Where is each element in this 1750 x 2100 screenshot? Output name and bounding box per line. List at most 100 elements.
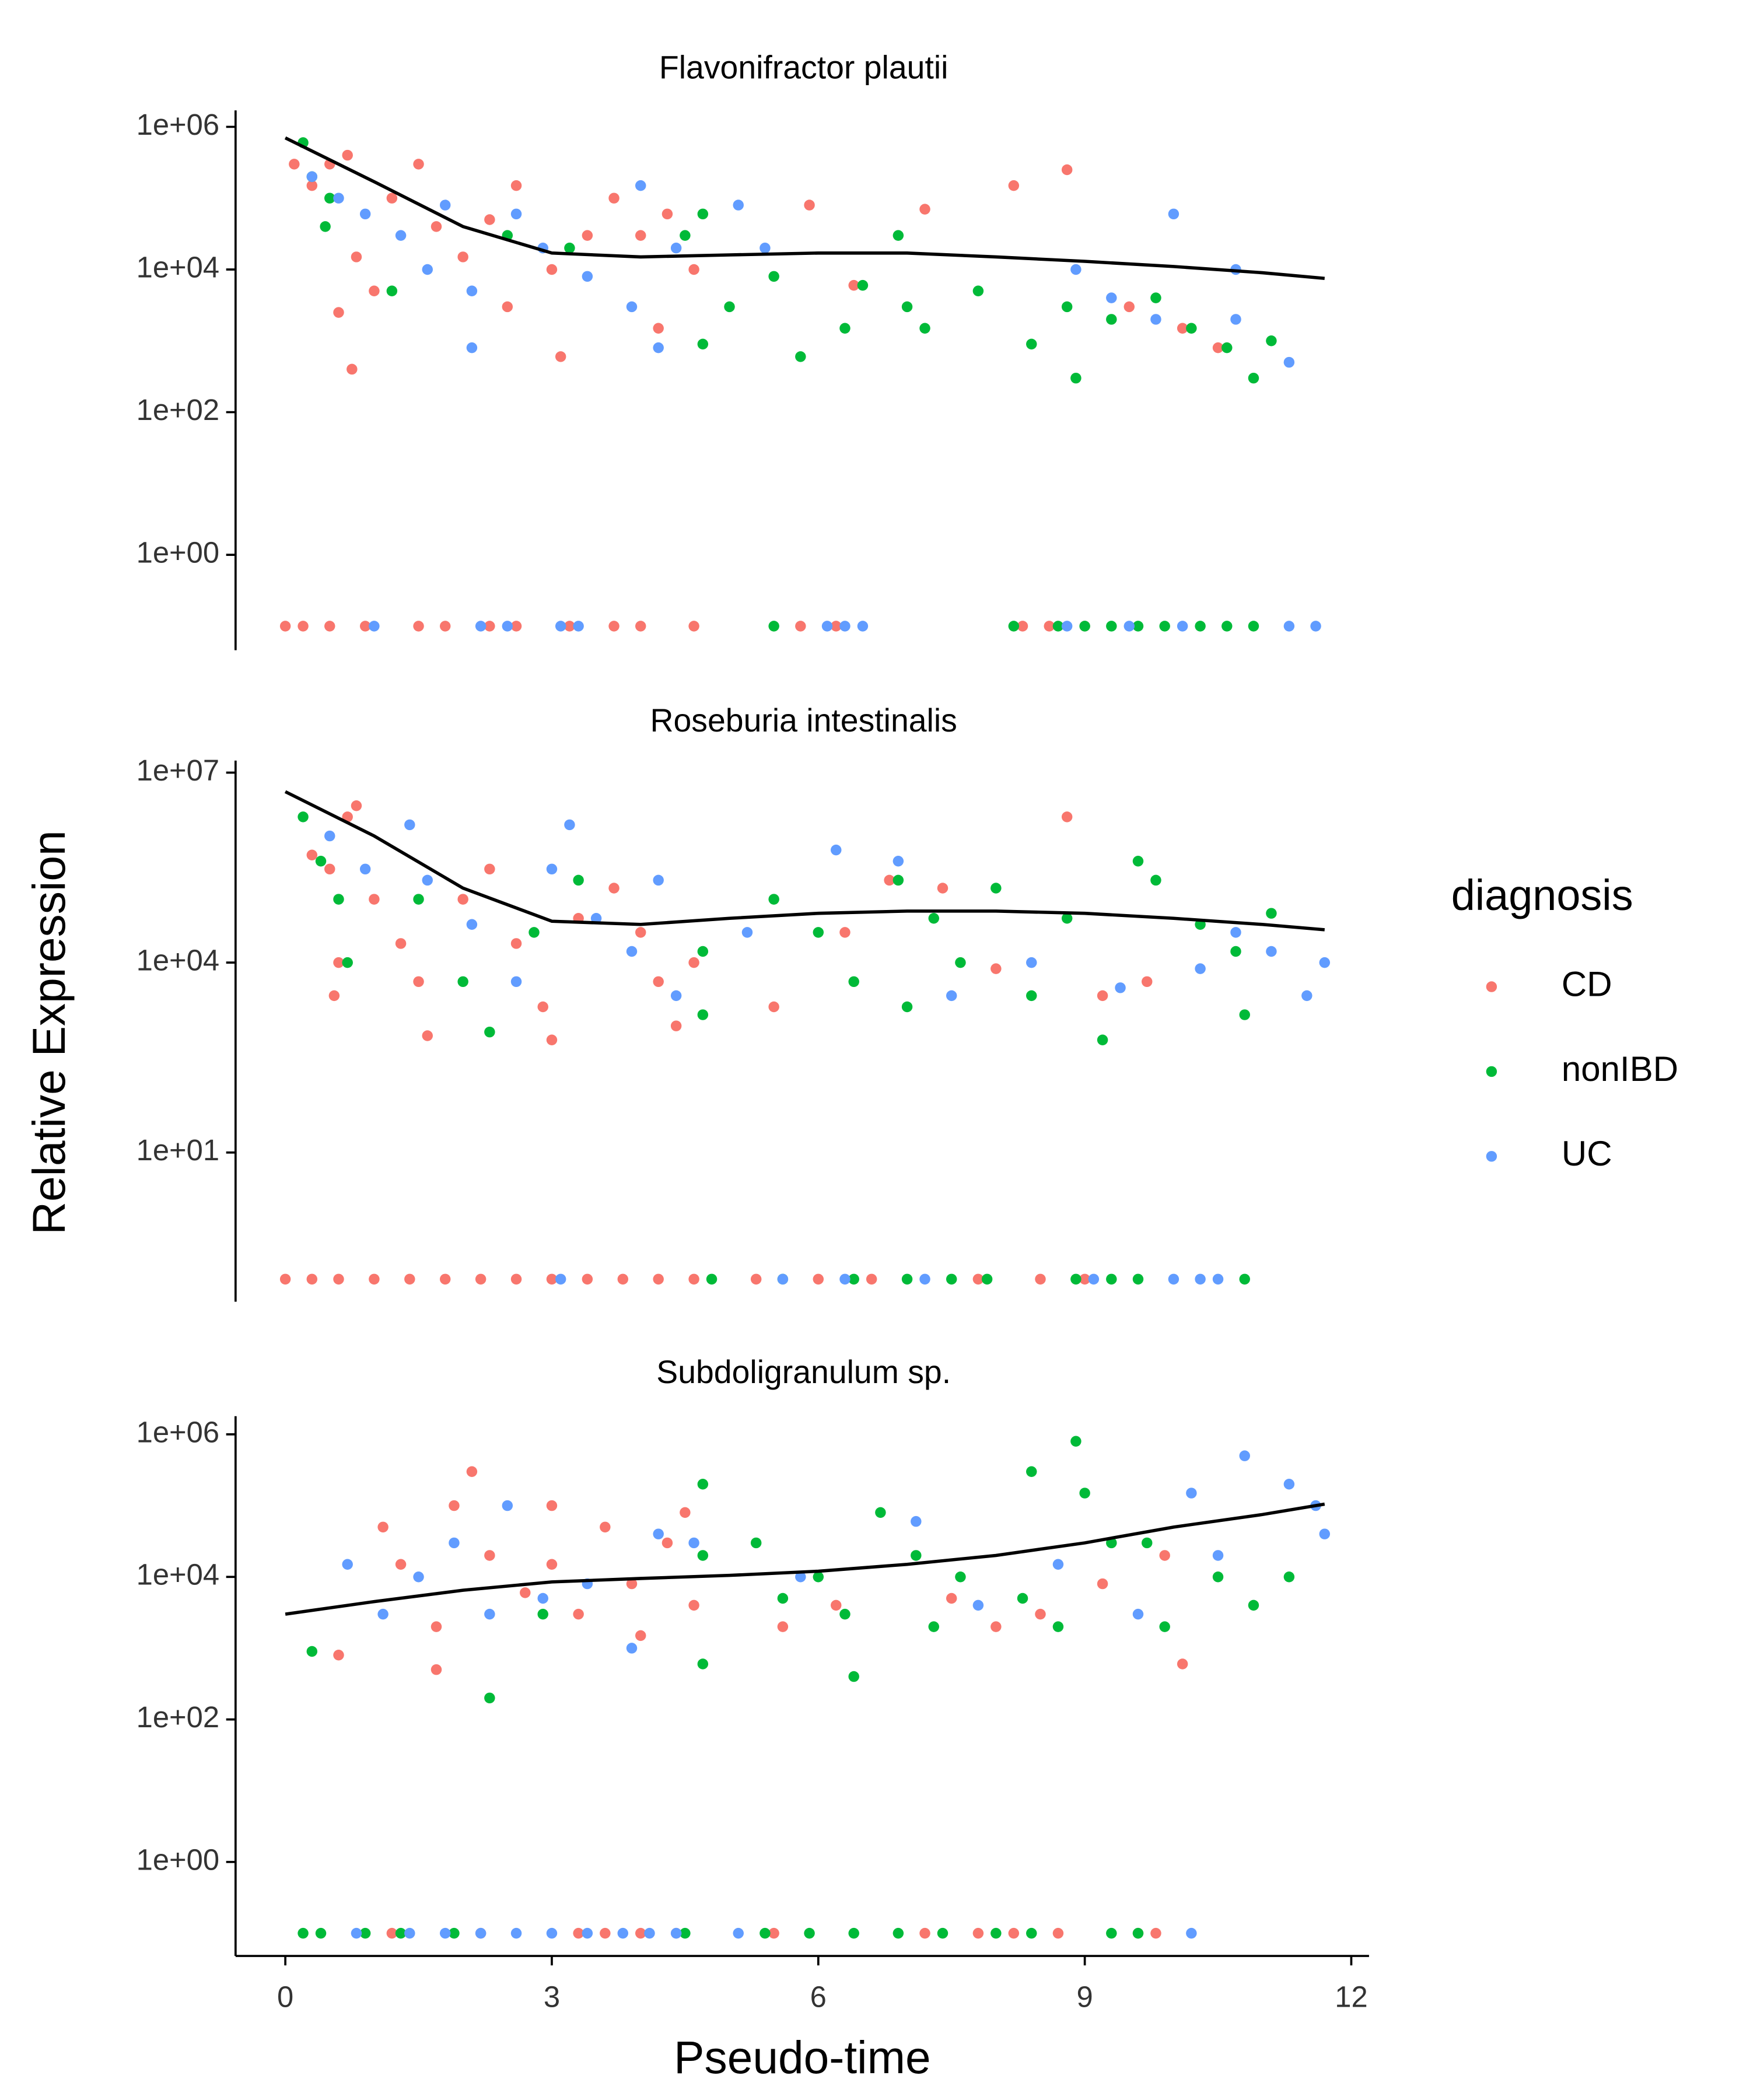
point	[386, 285, 398, 297]
point	[697, 208, 709, 220]
y-tick-label: 1e+06	[136, 1415, 220, 1448]
point	[430, 1664, 442, 1675]
point	[430, 221, 442, 232]
point	[1310, 621, 1321, 632]
point	[626, 1643, 638, 1654]
point	[546, 1273, 558, 1285]
point	[449, 1537, 460, 1549]
point	[369, 894, 380, 905]
point	[892, 230, 904, 241]
point	[680, 230, 691, 241]
point	[662, 1537, 673, 1549]
point	[991, 1621, 1002, 1632]
point	[359, 621, 371, 632]
point	[351, 251, 362, 262]
point	[1177, 323, 1188, 334]
point	[510, 180, 522, 191]
point	[1150, 874, 1161, 886]
legend-label: UC	[1562, 1134, 1612, 1173]
point	[1132, 1273, 1144, 1285]
point	[457, 894, 468, 905]
point	[351, 800, 362, 811]
point	[413, 621, 424, 632]
point	[662, 208, 673, 220]
point	[1168, 1273, 1180, 1285]
point	[404, 1927, 415, 1939]
point	[546, 1500, 558, 1511]
point	[972, 1273, 984, 1285]
point	[733, 200, 744, 211]
point	[466, 1466, 478, 1477]
point	[1159, 1621, 1170, 1632]
point	[884, 874, 895, 886]
point	[369, 285, 380, 297]
point	[1035, 1608, 1046, 1620]
point	[697, 338, 709, 350]
point	[510, 1273, 522, 1285]
point	[848, 279, 859, 291]
point	[680, 1507, 691, 1518]
point	[279, 1273, 291, 1285]
point	[1115, 982, 1126, 993]
legend-label: CD	[1562, 964, 1612, 1003]
point	[546, 1559, 558, 1570]
point	[289, 159, 300, 170]
point	[359, 863, 371, 875]
point	[1212, 342, 1224, 354]
x-tick-label: 0	[277, 1980, 293, 2013]
point	[600, 1521, 611, 1533]
point	[635, 927, 646, 938]
point	[466, 919, 478, 930]
point	[937, 883, 949, 894]
point	[1230, 927, 1241, 938]
point	[386, 192, 398, 204]
point	[1248, 1600, 1259, 1611]
point	[590, 913, 602, 924]
point	[1052, 621, 1064, 632]
point	[1195, 963, 1206, 974]
point	[919, 1273, 930, 1285]
point	[395, 1559, 407, 1570]
point	[688, 264, 699, 275]
point	[449, 1927, 460, 1939]
point	[946, 1273, 957, 1285]
point	[892, 874, 904, 886]
point	[1106, 621, 1117, 632]
point	[972, 1600, 984, 1611]
point	[1159, 1550, 1170, 1561]
point	[928, 913, 939, 924]
point	[1132, 621, 1144, 632]
point	[831, 621, 842, 632]
point	[369, 1273, 380, 1285]
point	[875, 1507, 886, 1518]
point	[502, 301, 513, 313]
point	[1026, 1466, 1037, 1477]
point	[1177, 621, 1188, 632]
point	[1097, 1578, 1108, 1590]
point	[688, 1273, 699, 1285]
point	[857, 279, 869, 291]
point	[466, 285, 478, 297]
point	[1017, 1592, 1028, 1604]
point	[1061, 913, 1073, 924]
x-axis-label: Pseudo-time	[674, 2032, 930, 2083]
point	[1061, 301, 1073, 313]
point	[750, 1273, 762, 1285]
point	[555, 351, 566, 362]
point	[653, 1528, 664, 1539]
point	[395, 230, 407, 241]
y-tick-label: 1e+07	[136, 754, 220, 787]
point	[600, 1927, 611, 1939]
point	[1026, 1927, 1037, 1939]
point	[697, 1550, 709, 1561]
point	[369, 621, 380, 632]
point	[573, 1927, 584, 1939]
point	[324, 192, 335, 204]
point	[1239, 1450, 1250, 1461]
point	[342, 957, 353, 968]
x-tick-label: 3	[544, 1980, 560, 2013]
point	[564, 819, 575, 831]
point	[484, 1026, 495, 1038]
facet-title: Flavonifractor plautii	[659, 50, 949, 86]
point	[955, 1572, 966, 1583]
